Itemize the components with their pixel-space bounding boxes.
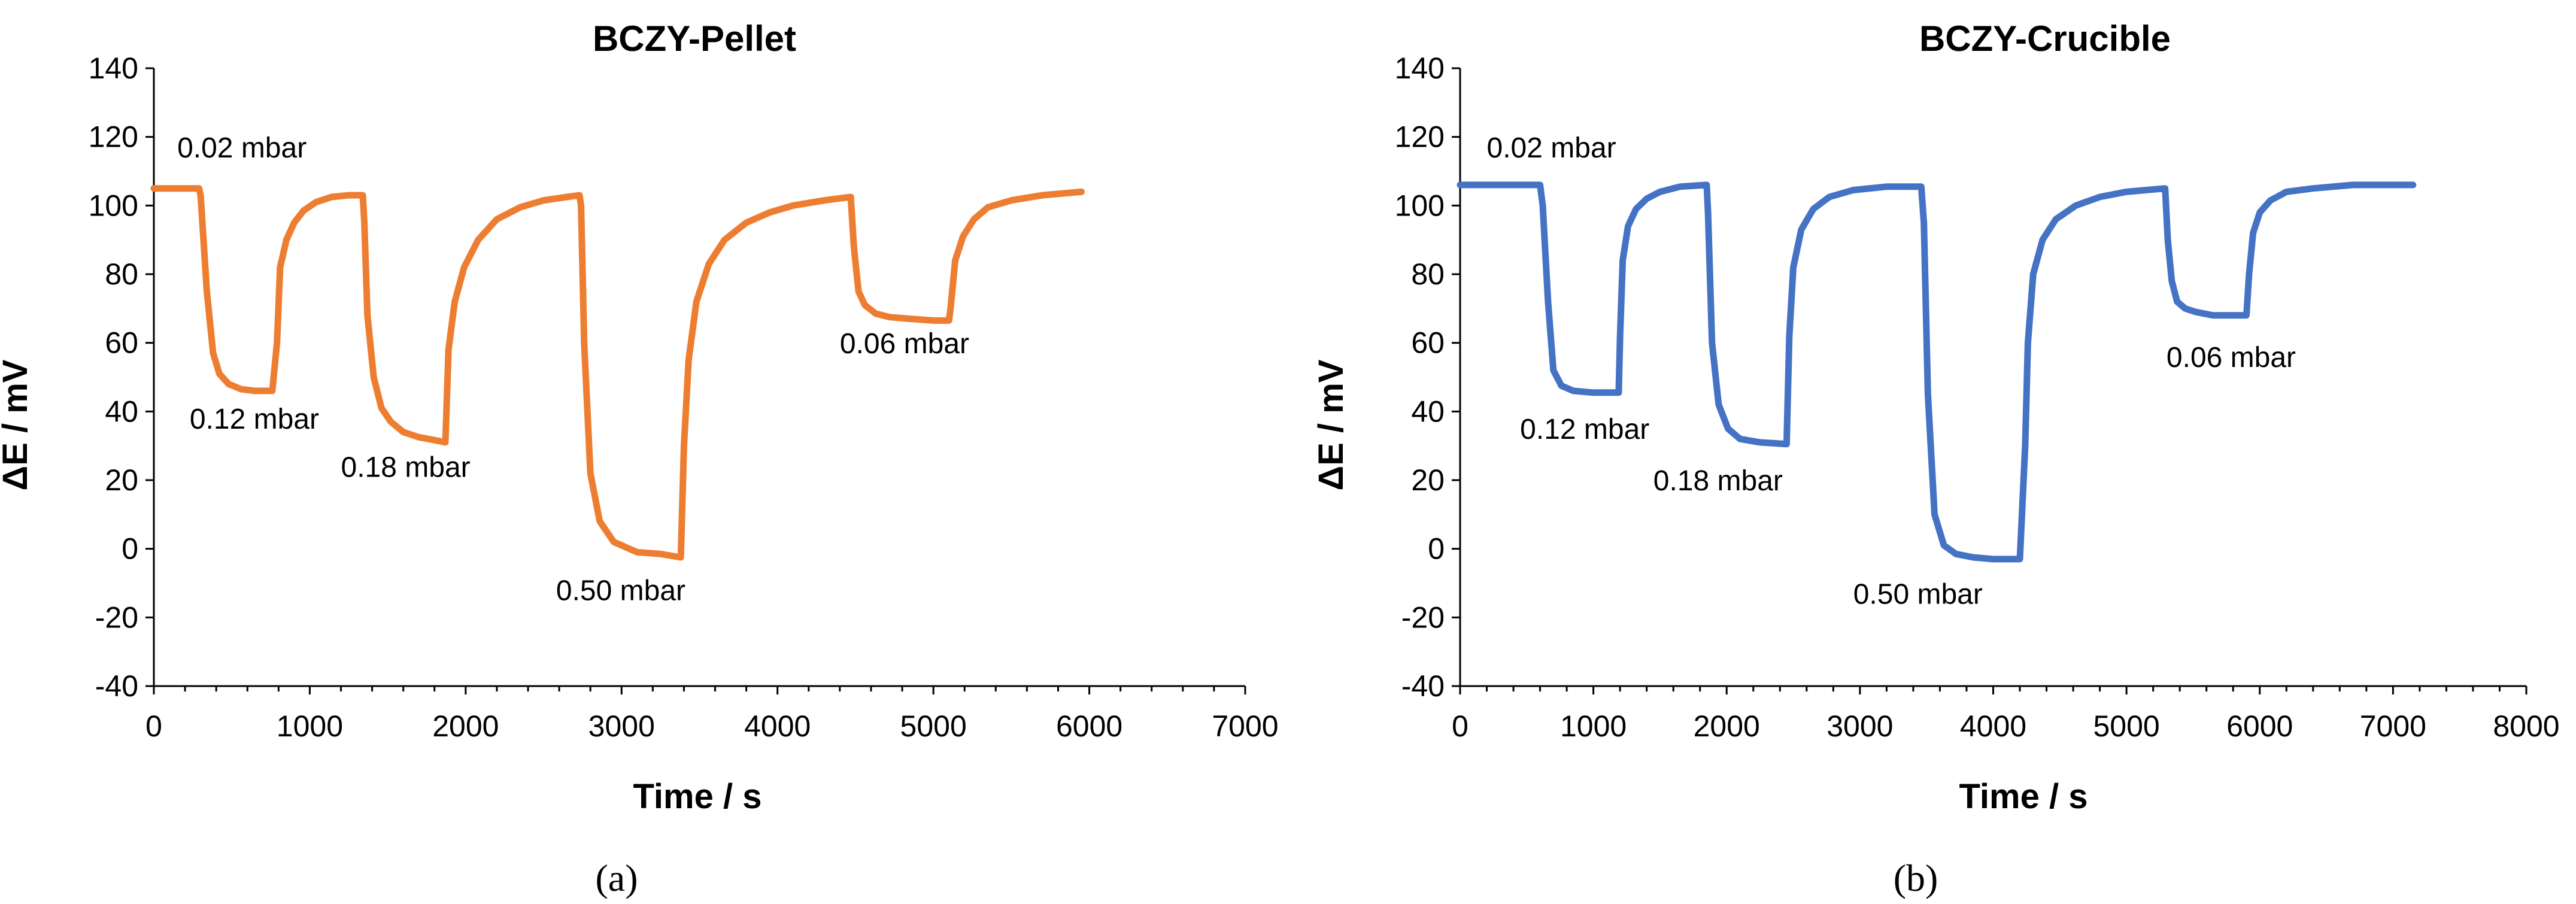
x-tick-label: 5000 bbox=[2093, 709, 2160, 743]
pressure-annotation: 0.12 mbar bbox=[190, 404, 319, 435]
y-tick-label: 80 bbox=[105, 257, 138, 291]
y-tick-label: 120 bbox=[1395, 120, 1445, 154]
x-tick-label: 0 bbox=[1452, 709, 1468, 743]
x-tick-label: 7000 bbox=[1212, 709, 1278, 743]
data-series-line bbox=[1457, 181, 2417, 563]
y-tick-label: -20 bbox=[95, 600, 138, 634]
x-tick-label: 8000 bbox=[2493, 709, 2559, 743]
x-tick-label: 3000 bbox=[588, 709, 655, 743]
x-tick-label: 1000 bbox=[1560, 709, 1627, 743]
y-tick-label: 20 bbox=[105, 463, 138, 497]
data-series-line bbox=[150, 185, 1085, 561]
x-tick-label: 4000 bbox=[744, 709, 811, 743]
pressure-annotation: 0.18 mbar bbox=[341, 451, 471, 483]
x-tick-label: 0 bbox=[145, 709, 162, 743]
y-tick-label: 120 bbox=[89, 120, 138, 154]
pressure-annotation: 0.06 mbar bbox=[2167, 342, 2296, 374]
y-axis-label: ΔE / mV bbox=[1312, 359, 1351, 490]
y-tick-label: 40 bbox=[105, 395, 138, 428]
chart-title: BCZY-Pellet bbox=[593, 19, 796, 59]
y-tick-label: 0 bbox=[1428, 532, 1445, 566]
y-tick-label: 0 bbox=[122, 532, 138, 566]
pressure-annotation: 0.12 mbar bbox=[1520, 414, 1649, 445]
panel-label: (b) bbox=[1894, 857, 1938, 899]
x-tick-label: 2000 bbox=[432, 709, 499, 743]
x-tick-label: 6000 bbox=[1056, 709, 1122, 743]
x-tick-label: 1000 bbox=[277, 709, 343, 743]
pressure-annotation: 0.50 mbar bbox=[556, 575, 685, 607]
y-axis-label: ΔE / mV bbox=[0, 359, 35, 490]
y-tick-label: 60 bbox=[1411, 326, 1445, 360]
x-tick-label: 2000 bbox=[1694, 709, 1760, 743]
y-tick-label: -40 bbox=[95, 669, 138, 703]
y-tick-label: 40 bbox=[1411, 395, 1445, 428]
y-tick-label: -20 bbox=[1401, 600, 1445, 634]
x-tick-label: 3000 bbox=[1826, 709, 1893, 743]
pressure-annotation: 0.06 mbar bbox=[840, 328, 969, 360]
x-tick-label: 4000 bbox=[1960, 709, 2026, 743]
pressure-annotation: 0.02 mbar bbox=[1487, 132, 1616, 164]
y-tick-label: 140 bbox=[89, 51, 138, 85]
pressure-annotation: 0.50 mbar bbox=[1853, 578, 1983, 610]
x-tick-label: 5000 bbox=[900, 709, 967, 743]
y-tick-label: -40 bbox=[1401, 669, 1445, 703]
pressure-annotation: 0.18 mbar bbox=[1653, 465, 1783, 497]
y-tick-label: 80 bbox=[1411, 257, 1445, 291]
x-tick-label: 6000 bbox=[2226, 709, 2293, 743]
y-tick-label: 100 bbox=[89, 189, 138, 222]
chart-panel-b: BCZY-Crucible ΔE / mV Time / s (b) -40 -2… bbox=[1312, 19, 2560, 899]
y-tick-label: 100 bbox=[1395, 189, 1445, 222]
pressure-annotation: 0.02 mbar bbox=[177, 132, 307, 164]
y-tick-label: 20 bbox=[1411, 463, 1445, 497]
y-tick-label: 140 bbox=[1395, 51, 1445, 85]
chart-panel-a: BCZY-Pellet ΔE / mV Time / s (a) -40 -20 0… bbox=[0, 19, 1279, 899]
x-tick-label: 7000 bbox=[2360, 709, 2426, 743]
panel-label: (a) bbox=[595, 857, 638, 899]
y-tick-label: 60 bbox=[105, 326, 138, 360]
x-axis-label: Time / s bbox=[1959, 777, 2088, 816]
x-axis-label: Time / s bbox=[633, 777, 762, 816]
chart-title: BCZY-Crucible bbox=[1919, 19, 2171, 59]
